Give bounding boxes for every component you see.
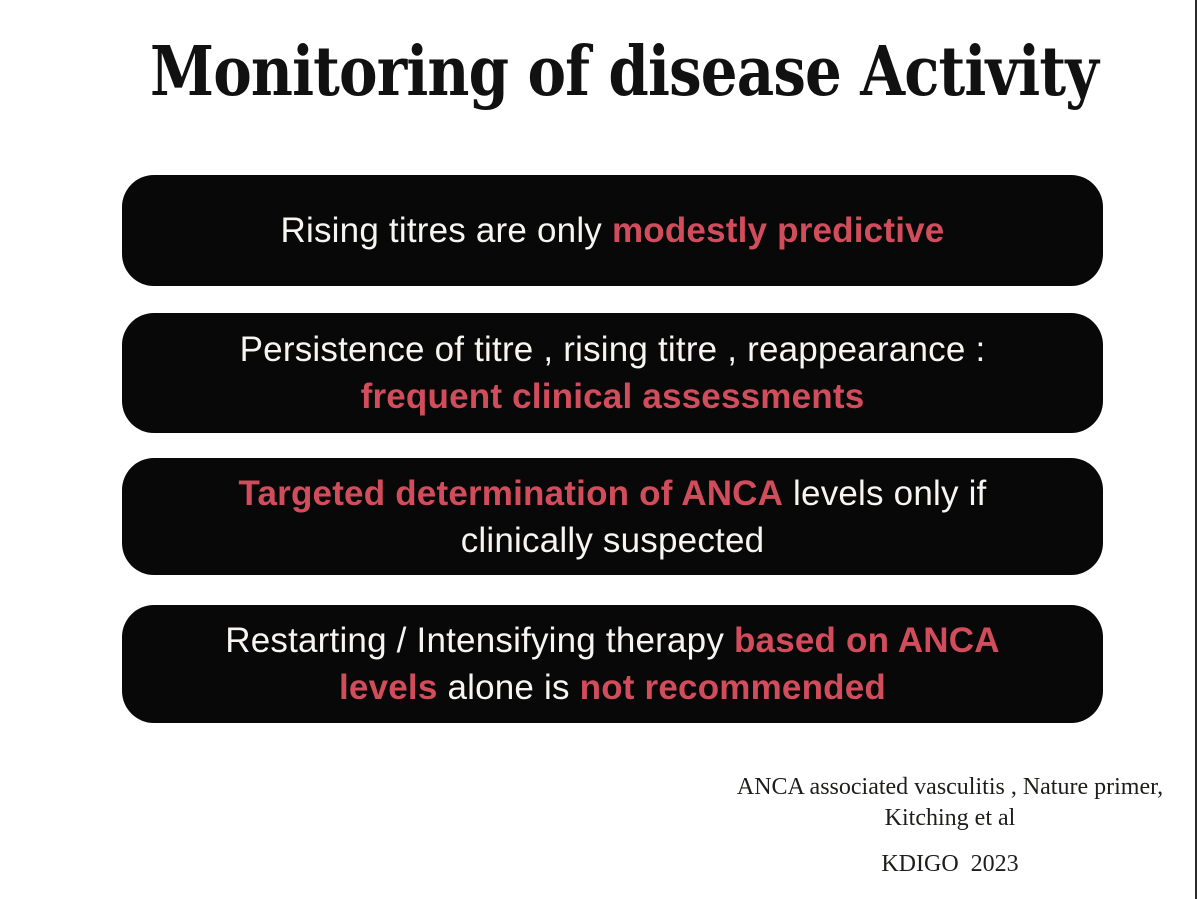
citation-source-line-2: Kitching et al	[884, 805, 1016, 831]
statement-highlight: frequent clinical assessments	[360, 377, 865, 416]
statement-highlight: Targeted determination of ANCA	[238, 473, 784, 513]
statement-text: alone is	[437, 668, 580, 707]
statement-highlight: based on ANCA	[733, 621, 1000, 660]
statement-highlight: modestly predictive	[611, 211, 945, 250]
citation-source-line-1: ANCA associated vasculitis , Nature prim…	[736, 774, 1164, 800]
statement-line: Targeted determination of ANCA levels on…	[238, 470, 986, 517]
statement-box-persistence: Persistence of titre , rising titre , re…	[122, 313, 1103, 433]
statement-line: Persistence of titre , rising titre , re…	[240, 326, 986, 373]
statement-line: Rising titres are only modestly predicti…	[281, 207, 945, 254]
statement-highlight: not recommended	[579, 668, 886, 707]
statement-line: Restarting / Intensifying therapy based …	[225, 617, 1000, 664]
statement-text: Rising titres are only	[280, 211, 612, 250]
statement-line: clinically suspected	[461, 517, 765, 564]
statement-text: levels only if	[783, 473, 987, 513]
statement-box-targeted-determination: Targeted determination of ANCA levels on…	[122, 458, 1103, 575]
statement-line: frequent clinical assessments	[361, 373, 865, 420]
statement-line: levels alone is not recommended	[339, 664, 886, 711]
citation-kdigo: KDIGO 2023	[881, 851, 1019, 877]
statement-box-rising-titres: Rising titres are only modestly predicti…	[122, 175, 1103, 286]
citation: ANCA associated vasculitis , Nature prim…	[700, 772, 1200, 880]
statement-box-restarting-therapy: Restarting / Intensifying therapy based …	[122, 605, 1103, 723]
slide-title: Monitoring of disease Activity	[150, 32, 1099, 112]
statement-text: Restarting / Intensifying therapy	[225, 621, 734, 660]
statement-text: Persistence of titre , rising titre , re…	[239, 330, 986, 369]
statement-highlight: levels	[339, 668, 438, 707]
statement-text: clinically suspected	[460, 520, 765, 560]
right-border-line	[1195, 0, 1197, 899]
